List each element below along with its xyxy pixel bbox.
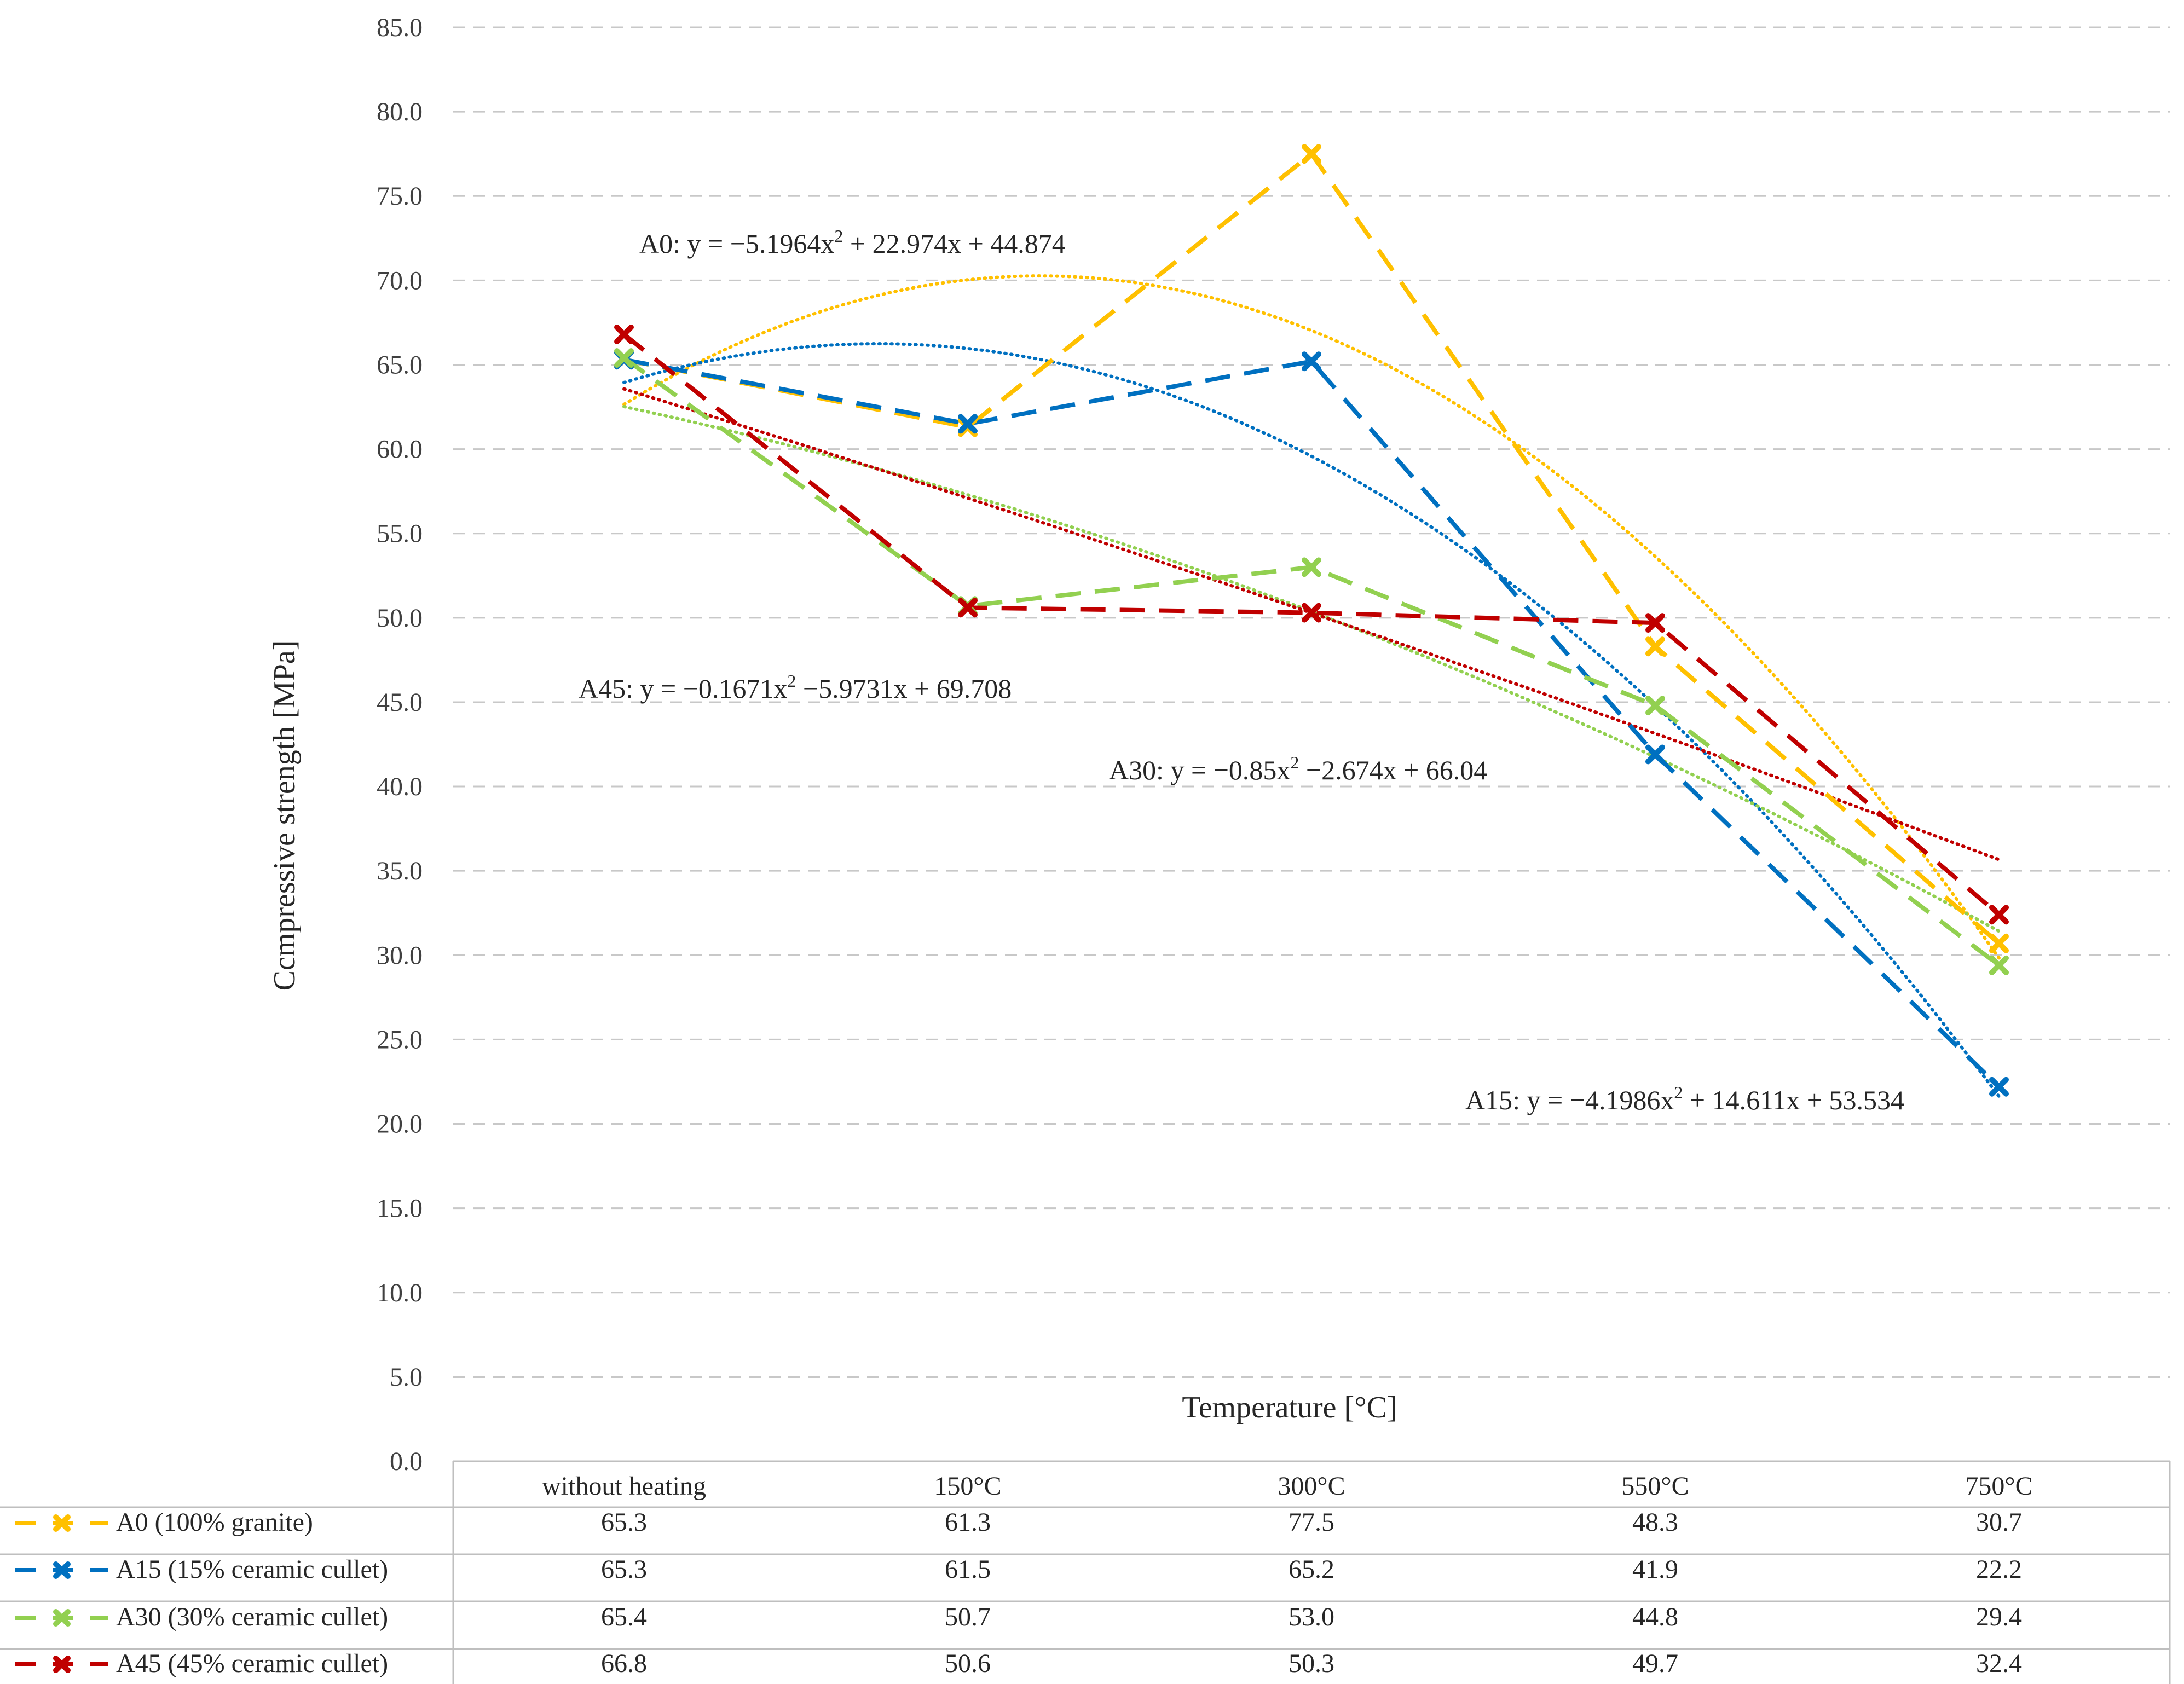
- legend-entry: A30 (30% ceramic cullet): [116, 1602, 388, 1631]
- x-tick-label: 750°C: [1965, 1472, 2032, 1501]
- series-lines: [622, 151, 2001, 1089]
- trendline: [622, 405, 2001, 933]
- table-cell: 50.7: [945, 1602, 991, 1631]
- table-cell: 66.8: [601, 1649, 647, 1678]
- trendline-equation: A0: y = −5.1964x2 + 22.974x + 44.874: [639, 226, 1066, 259]
- legend-entry: A15 (15% ceramic cullet): [116, 1555, 388, 1584]
- y-tick-label: 65.0: [377, 350, 423, 379]
- trendline: [622, 342, 2001, 1098]
- data-point: [614, 324, 634, 344]
- table-cell: 41.9: [1632, 1555, 1678, 1584]
- legend-key-marker: [53, 1561, 71, 1579]
- x-tick-label: 150°C: [934, 1472, 1001, 1501]
- x-tick-label: 550°C: [1621, 1472, 1689, 1501]
- series-line: [623, 357, 2001, 1089]
- y-tick-label: 15.0: [377, 1194, 423, 1223]
- trendline-equation: A30: y = −0.85x2 −2.674x + 66.04: [1109, 753, 1487, 785]
- y-tick-label: 80.0: [377, 97, 423, 126]
- legend-key: [15, 1561, 108, 1579]
- data-point: [1302, 603, 1321, 623]
- table-cell: 53.0: [1289, 1602, 1334, 1631]
- data-point: [1302, 351, 1321, 372]
- data-point: [1989, 933, 2009, 953]
- x-tick-label: without heating: [542, 1472, 706, 1501]
- trendline-equation: A45: y = −0.1671x2 −5.9731x + 69.708: [579, 671, 1012, 704]
- trendline: [622, 387, 2001, 861]
- table-cell: 48.3: [1632, 1508, 1678, 1537]
- y-tick-label: 55.0: [377, 519, 423, 548]
- table-cell: 65.3: [601, 1508, 647, 1537]
- y-tick-label: 5.0: [390, 1363, 423, 1392]
- y-tick-label: 40.0: [377, 772, 423, 801]
- data-point: [1989, 955, 2009, 975]
- table-cell: 65.3: [601, 1555, 647, 1584]
- legend-key-marker: [53, 1609, 71, 1627]
- y-tick-label: 25.0: [377, 1025, 423, 1054]
- table-cell: 65.2: [1289, 1555, 1334, 1584]
- data-point: [1302, 557, 1321, 577]
- legend-key: [15, 1609, 108, 1627]
- table-cell: 50.3: [1289, 1649, 1334, 1678]
- trendline: [622, 274, 2001, 960]
- trendline-equations: A0: y = −5.1964x2 + 22.974x + 44.874 A15:…: [579, 226, 1904, 1115]
- y-tick-label: 70.0: [377, 266, 423, 295]
- y-tick-label: 50.0: [377, 604, 423, 633]
- y-axis-title: Ccmpressive strength [MPa]: [268, 640, 302, 991]
- table-cell: 61.3: [945, 1508, 991, 1537]
- y-tick-labels: 0.0 5.0 10.0 15.0 20.0 25.0 30.0 35.0 40.0 45.0 50…: [377, 13, 423, 1476]
- data-point: [1645, 696, 1665, 716]
- legend-key: [15, 1514, 108, 1532]
- data-point: [614, 348, 634, 368]
- series-line: [622, 332, 2001, 917]
- table-cell: 30.7: [1976, 1508, 2022, 1537]
- y-tick-label: 20.0: [377, 1110, 423, 1139]
- legend-key: [15, 1656, 108, 1673]
- series-markers: [614, 144, 2009, 1097]
- y-tick-label: 0.0: [390, 1447, 423, 1476]
- y-tick-label: 45.0: [377, 688, 423, 717]
- table-cell: 49.7: [1632, 1649, 1678, 1678]
- legend-entry: A45 (45% ceramic cullet): [116, 1649, 388, 1678]
- table-cell: 77.5: [1289, 1508, 1334, 1537]
- y-tick-label: 10.0: [377, 1278, 423, 1307]
- table-cell: 29.4: [1976, 1602, 2022, 1631]
- trendline-equation: A15: y = −4.1986x2 + 14.611x + 53.534: [1465, 1083, 1904, 1115]
- data-point: [1645, 636, 1665, 657]
- x-axis-title: Temperature [°C]: [1182, 1391, 1397, 1425]
- y-tick-label: 30.0: [377, 941, 423, 970]
- table-cell: 50.6: [945, 1649, 991, 1678]
- table-cell: 65.4: [601, 1602, 647, 1631]
- data-point: [1645, 613, 1665, 633]
- data-point: [1645, 744, 1665, 765]
- data-point: [1989, 1077, 2009, 1097]
- data-point: [1302, 144, 1321, 164]
- series-line: [623, 151, 2001, 945]
- data-point: [958, 414, 978, 434]
- table-cell: 44.8: [1632, 1602, 1678, 1631]
- y-tick-label: 75.0: [377, 182, 423, 211]
- data-table: without heating 150°C 300°C 550°C 750°C A0 (1…: [0, 1461, 2171, 1684]
- data-point: [958, 598, 978, 618]
- legend-key-marker: [53, 1656, 71, 1673]
- data-point: [1989, 905, 2009, 925]
- legend-entry: A0 (100% granite): [116, 1508, 313, 1537]
- legend-key-marker: [53, 1514, 71, 1532]
- table-cell: 22.2: [1976, 1555, 2022, 1584]
- y-tick-label: 35.0: [377, 857, 423, 886]
- table-cell: 32.4: [1976, 1649, 2022, 1678]
- y-tick-label: 85.0: [377, 13, 423, 42]
- y-tick-label: 60.0: [377, 435, 423, 464]
- table-cell: 61.5: [945, 1555, 991, 1584]
- x-tick-label: 300°C: [1278, 1472, 1345, 1501]
